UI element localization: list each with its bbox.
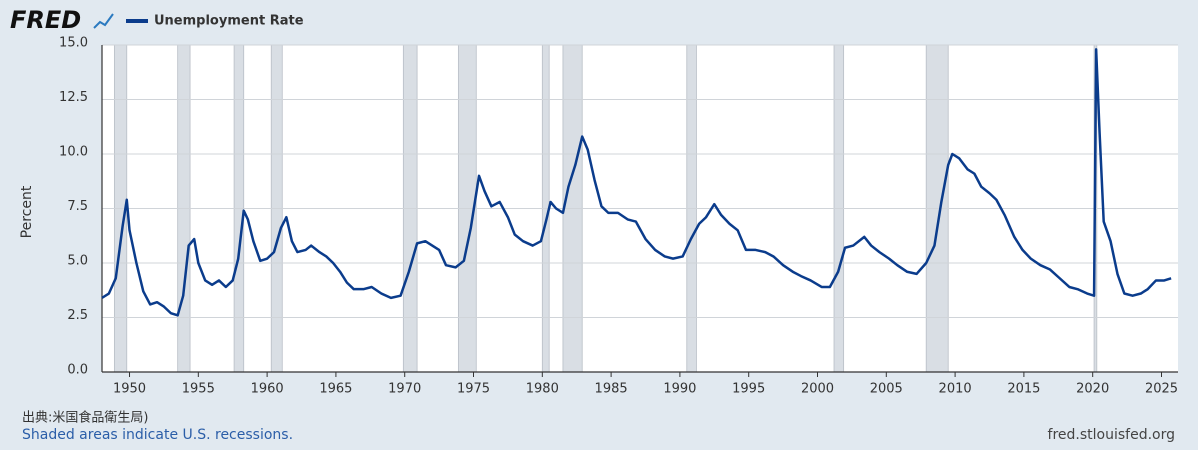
recession-note: Shaded areas indicate U.S. recessions. xyxy=(22,427,293,443)
y-tick-label: 5.0 xyxy=(67,254,88,269)
y-tick-label: 2.5 xyxy=(67,308,88,323)
logo[interactable]: FRED xyxy=(10,6,81,34)
x-tick-label: 1990 xyxy=(663,382,696,397)
x-tick-label: 1985 xyxy=(595,382,628,397)
y-tick-label: 0.0 xyxy=(67,363,88,378)
y-tick-label: 7.5 xyxy=(67,199,88,214)
data-line xyxy=(101,48,1172,317)
y-tick-label: 10.0 xyxy=(59,145,88,160)
y-tick-label: 15.0 xyxy=(59,36,88,51)
logo-icon xyxy=(93,13,114,29)
x-tick-label: 1970 xyxy=(388,382,421,397)
source: 出典:米国食品衛生局) xyxy=(22,410,148,426)
x-tick-label: 1955 xyxy=(182,382,215,397)
x-tick-label: 1950 xyxy=(113,382,146,397)
x-tick-label: 2005 xyxy=(870,382,903,397)
x-tick-label: 2025 xyxy=(1145,382,1178,397)
x-tick-label: 1975 xyxy=(457,382,490,397)
x-tick-label: 2000 xyxy=(801,382,834,397)
plot: 0.0 2.5 5.0 7.5 10.0 12.5 15.0 1950 1955 1960 1965… xyxy=(59,36,1178,397)
x-tick-label: 1965 xyxy=(319,382,352,397)
legend-label[interactable]: Unemployment Rate xyxy=(154,14,304,29)
x-tick-label: 2015 xyxy=(1007,382,1040,397)
x-tick-label: 1980 xyxy=(526,382,559,397)
x-tick-label: 2020 xyxy=(1076,382,1109,397)
website[interactable]: fred.stlouisfed.org xyxy=(1048,427,1175,443)
x-tick-label: 1960 xyxy=(251,382,284,397)
x-tick-label: 2010 xyxy=(939,382,972,397)
y-tick-label: 12.5 xyxy=(59,90,88,105)
x-tick-label: 1995 xyxy=(732,382,765,397)
y-axis-label: Percent xyxy=(19,185,35,238)
